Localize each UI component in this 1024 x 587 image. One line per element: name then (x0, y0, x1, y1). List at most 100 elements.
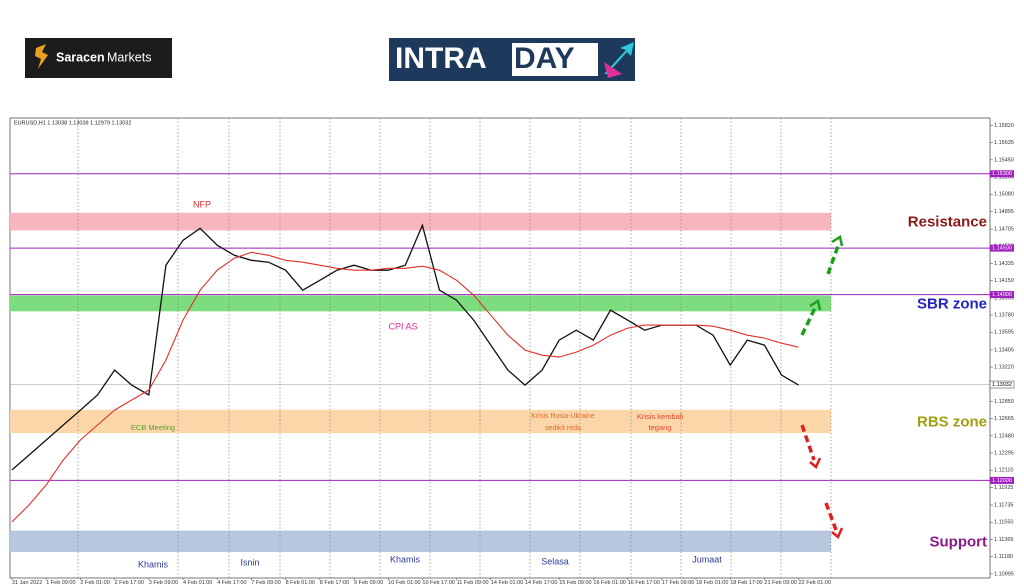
arrow-head (831, 527, 844, 540)
y-tick-label: 1.12665 (994, 416, 1014, 422)
logo-bg (25, 38, 172, 78)
x-tick-label: 11 Feb 09:00 (457, 580, 489, 586)
x-tick-label: 21 Feb 09:00 (764, 580, 796, 586)
level-label: 1.15300 (992, 171, 1012, 177)
current-price-bg (989, 380, 1015, 389)
logo-mark (35, 44, 48, 69)
y-tick-label: 1.11365 (994, 537, 1013, 543)
zone-label: RBS zone (917, 413, 987, 430)
x-tick-label: 14 Feb 01:00 (491, 580, 523, 586)
y-tick-label: 1.13405 (994, 347, 1014, 353)
y-tick-label: 1.15450 (994, 157, 1014, 163)
y-tick-label: 1.15265 (994, 174, 1014, 180)
y-tick-label: 1.11735 (994, 503, 1013, 509)
zone (10, 295, 831, 312)
y-tick-label: 1.12295 (994, 450, 1014, 456)
zone (10, 409, 831, 434)
zone (10, 212, 831, 231)
y-tick-label: 1.14335 (994, 261, 1014, 267)
current-price-label: 1.13032 (992, 382, 1012, 388)
arrow-down (824, 502, 838, 531)
level-label: 1.14500 (992, 246, 1012, 252)
annotation: Krisis Rusia-Ukraine (531, 413, 595, 420)
y-tick-label: 1.10995 (994, 571, 1014, 577)
x-tick-label: 1 Feb 09:00 (46, 580, 75, 586)
x-tick-label: 14 Feb 17:00 (525, 580, 557, 586)
moving-average (11, 251, 799, 523)
x-tick-label: 22 Feb 01:00 (799, 580, 831, 586)
annotation: Khamis (390, 554, 421, 564)
annotation: Selasa (541, 556, 569, 566)
y-tick-label: 1.12110 (994, 468, 1013, 474)
level-label-bg (990, 476, 1014, 484)
x-tick-label: 4 Feb 01:00 (183, 580, 212, 586)
annotation: sedikit reda (545, 425, 581, 432)
y-tick-label: 1.12480 (994, 433, 1014, 439)
x-tick-label: 16 Feb 17:00 (628, 580, 660, 586)
logo-arrow (604, 42, 634, 74)
y-tick-label: 1.13780 (994, 312, 1014, 318)
zone-label: SBR zone (917, 295, 987, 312)
annotation: CPI AS (388, 321, 417, 331)
level-label-bg (990, 170, 1014, 178)
y-tick-label: 1.14150 (994, 278, 1014, 284)
arrow-down (800, 424, 816, 461)
arrow-head (831, 235, 844, 247)
y-tick-label: 1.13965 (994, 295, 1014, 301)
x-tick-label: 7 Feb 09:00 (251, 580, 280, 586)
brand-right: Markets (107, 50, 151, 64)
zone (10, 530, 831, 552)
y-tick-label: 1.11180 (994, 554, 1013, 560)
level-label: 1.12000 (992, 478, 1012, 484)
annotation: NFP (193, 199, 211, 209)
annotation: tegang (649, 423, 672, 432)
annotation: Khamis (138, 559, 169, 569)
brand-left: Saracen (56, 50, 105, 64)
x-tick-label: 18 Feb 01:00 (696, 580, 728, 586)
y-tick-label: 1.11925 (994, 485, 1013, 491)
logo-day: DAY (514, 42, 575, 75)
saracen-logo: Saracen Markets (25, 38, 172, 78)
y-tick-label: 1.13220 (994, 365, 1014, 371)
arrow-head (809, 457, 822, 470)
x-tick-label: 3 Feb 09:00 (149, 580, 178, 586)
level-label-bg (990, 244, 1014, 252)
x-tick-label: 10 Feb 01:00 (388, 580, 420, 586)
y-tick-label: 1.14895 (994, 209, 1014, 215)
x-tick-label: 8 Feb 17:00 (320, 580, 349, 586)
arrows (800, 235, 844, 540)
x-tick-label: 31 Jan 2022 (12, 580, 42, 586)
y-tick-label: 1.15820 (994, 123, 1014, 129)
annotation: Krisis kembali (637, 412, 684, 421)
annotation: Jumaat (692, 554, 722, 564)
y-tick-label: 1.15635 (994, 140, 1014, 146)
logo-box (512, 43, 598, 76)
annotation: ECB Meeting (131, 423, 175, 432)
y-tick-label: 1.11550 (994, 520, 1013, 526)
level-label-bg (990, 291, 1014, 299)
y-tick-label: 1.12850 (994, 399, 1014, 405)
x-tick-label: 16 Feb 01:00 (593, 580, 625, 586)
arrow-up (826, 245, 840, 275)
x-tick-label: 15 Feb 09:00 (559, 580, 591, 586)
x-tick-label: 17 Feb 09:00 (662, 580, 694, 586)
x-tick-label: 4 Feb 17:00 (217, 580, 246, 586)
symbol-info: EURUSD,H1 1.13038 1.13039 1.12979 1.1303… (14, 120, 131, 126)
x-tick-label: 18 Feb 17:00 (730, 580, 762, 586)
x-tick-label: 2 Feb 17:00 (115, 580, 144, 586)
arrow-head (809, 299, 822, 311)
arrow-up (800, 307, 817, 336)
y-tick-label: 1.13595 (994, 330, 1014, 336)
plot-frame (9, 117, 991, 579)
x-tick-label: 2 Feb 01:00 (80, 580, 109, 586)
y-tick-label: 1.14705 (994, 227, 1014, 233)
zone-label: Resistance (908, 214, 987, 231)
x-tick-label: 8 Feb 01:00 (286, 580, 315, 586)
logo-arrow (604, 62, 622, 78)
x-tick-label: 9 Feb 09:00 (354, 580, 383, 586)
zone-label: Support (930, 533, 988, 550)
level-label: 1.14000 (992, 292, 1012, 298)
annotation: Isnin (240, 557, 259, 567)
